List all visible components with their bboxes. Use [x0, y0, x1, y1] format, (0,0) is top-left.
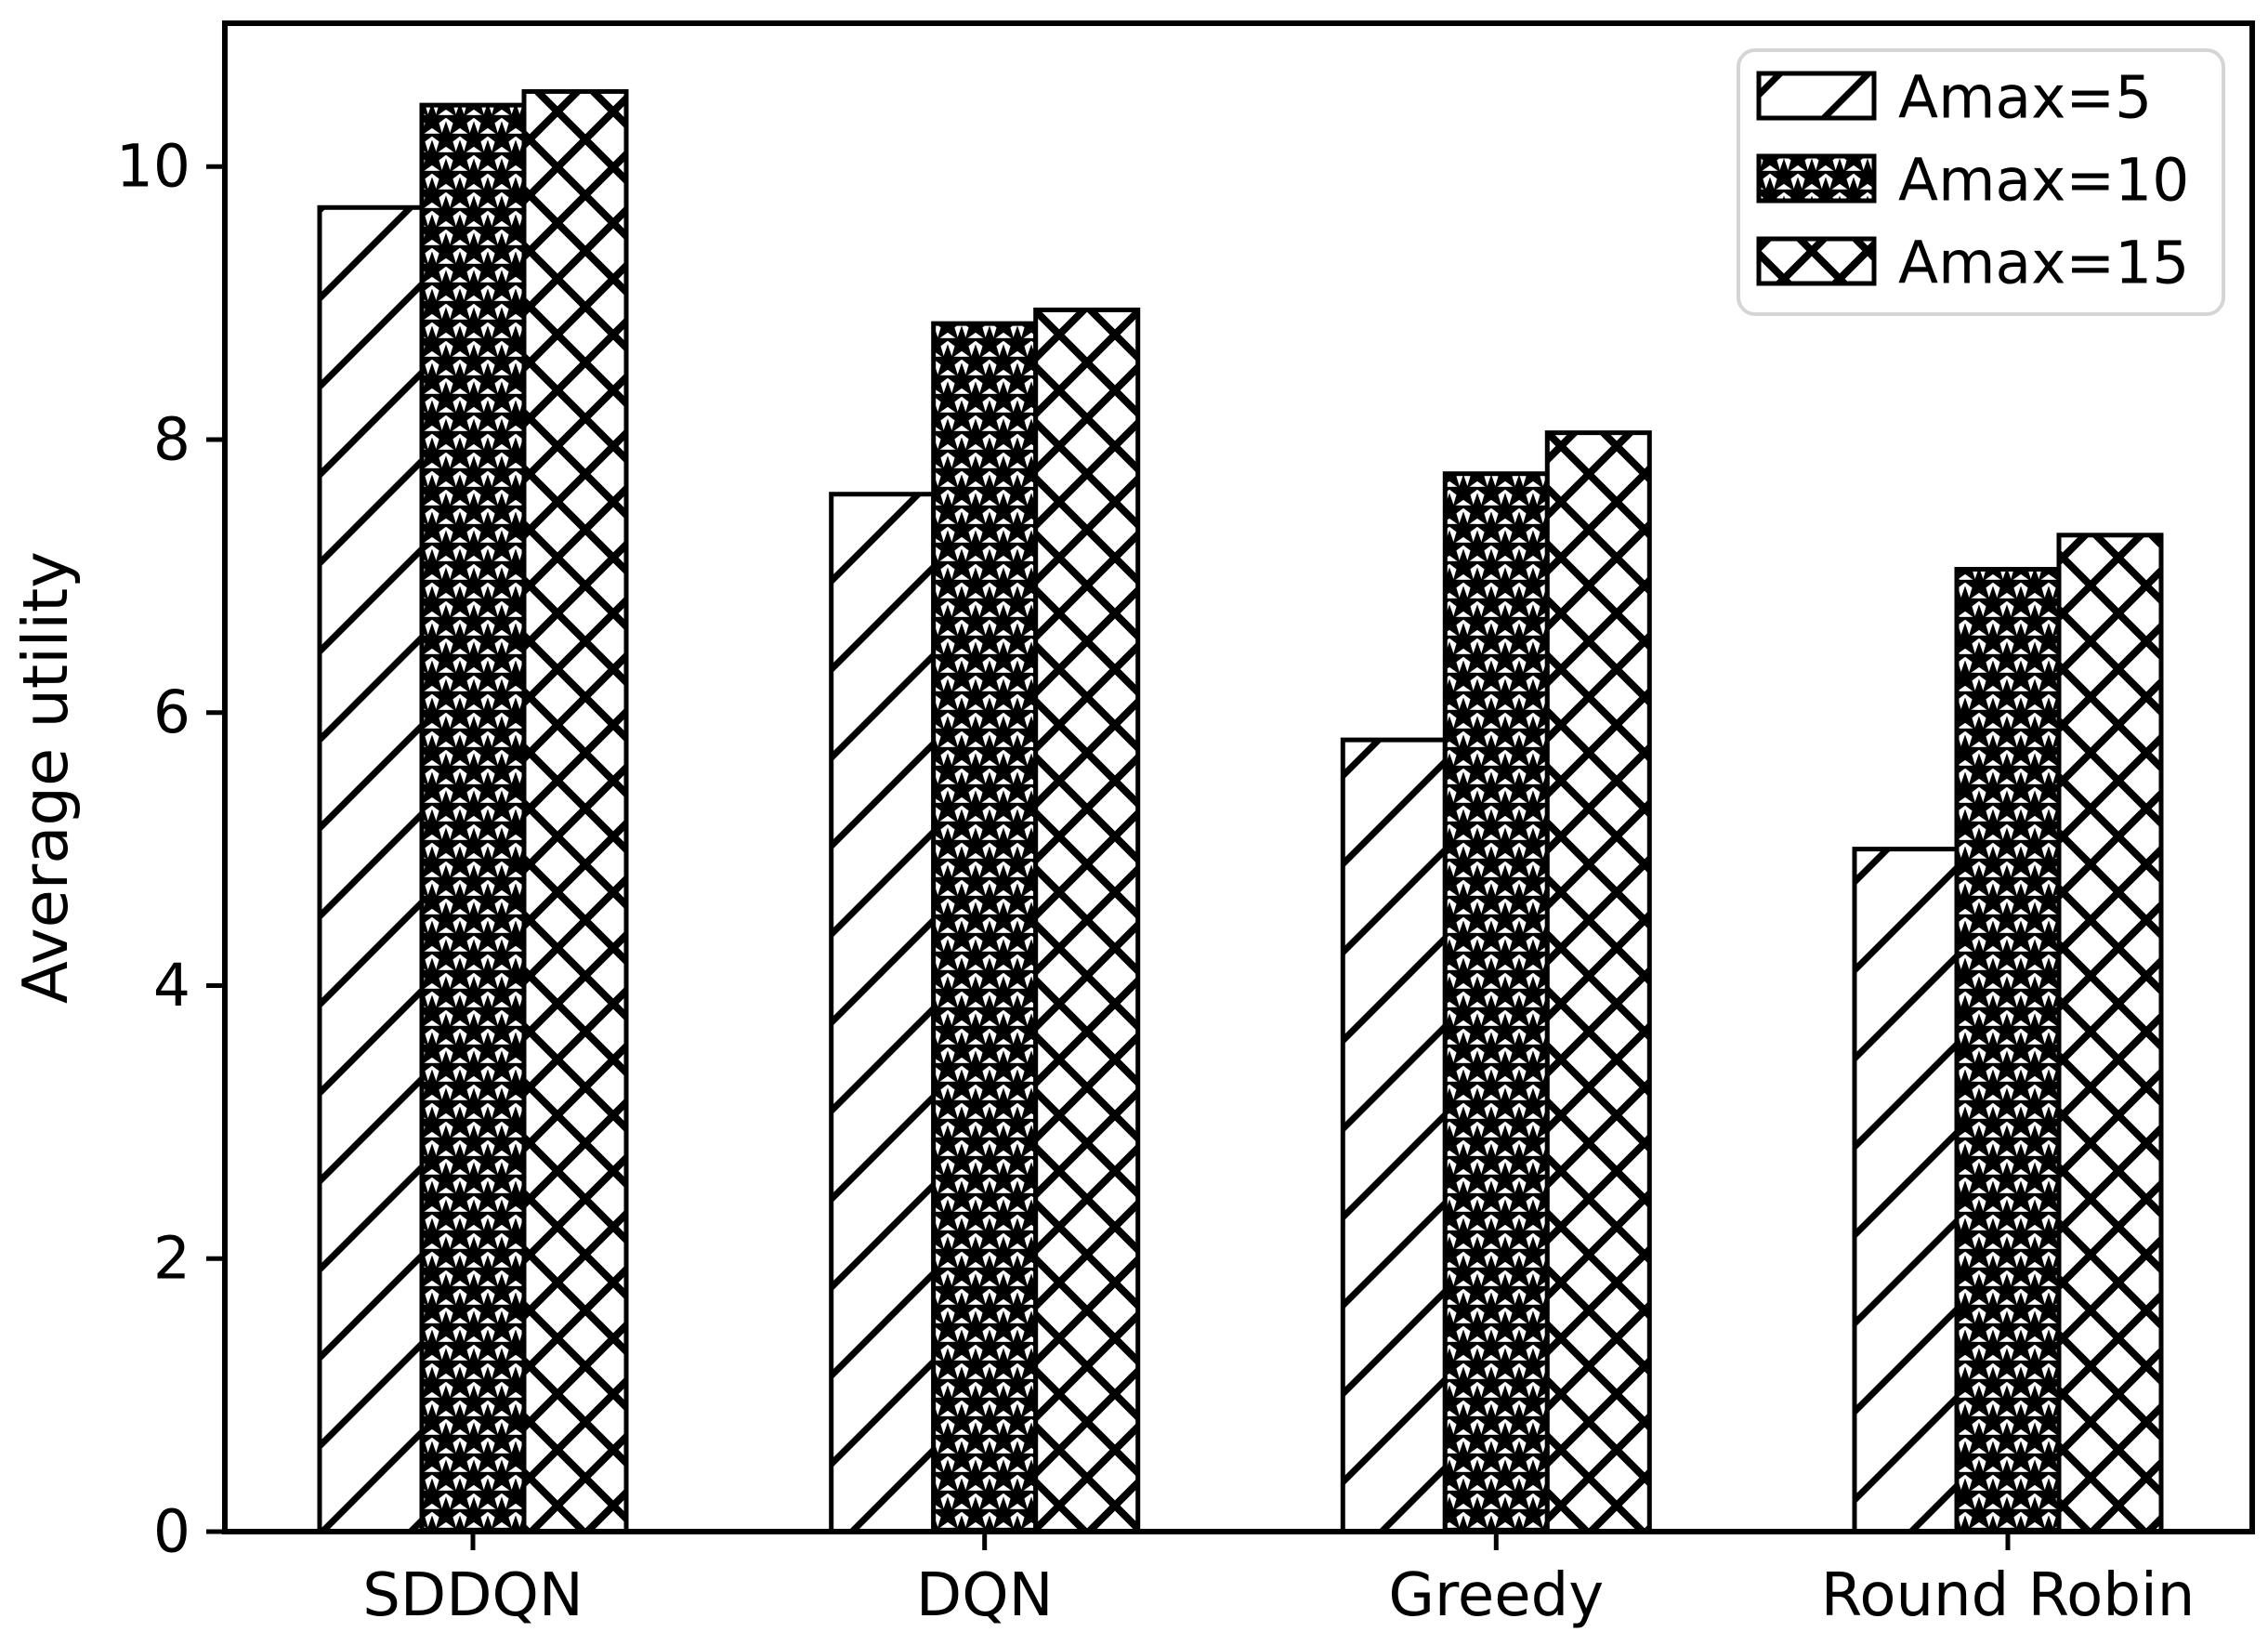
- bar-dqn-amax=5: [829, 492, 937, 1534]
- bar-sddqn-amax=10: [419, 102, 527, 1534]
- legend-item-amax=10: Amax=10: [1756, 147, 2189, 215]
- x-tick-label-round-robin: Round Robin: [1821, 1561, 2196, 1630]
- bar-greedy-amax=10: [1442, 471, 1550, 1534]
- plot-frame: [222, 20, 2255, 1534]
- y-tick-label: 6: [153, 678, 190, 746]
- bar-dqn-amax=10: [931, 321, 1039, 1534]
- bar-round-robin-amax=5: [1852, 847, 1960, 1534]
- y-axis-label: Average utility: [9, 551, 82, 1004]
- bar-round-robin-amax=15: [2056, 533, 2164, 1534]
- legend-label: Amax=15: [1898, 230, 2189, 297]
- bar-greedy-amax=5: [1340, 737, 1448, 1534]
- legend: Amax=5 Amax=10 Amax=15: [1737, 48, 2225, 316]
- bar-round-robin-amax=10: [1954, 567, 2062, 1534]
- legend-item-amax=15: Amax=15: [1756, 230, 2189, 297]
- y-tick-label: 2: [153, 1225, 190, 1293]
- bar-sddqn-amax=15: [521, 88, 629, 1534]
- legend-label: Amax=5: [1898, 64, 2152, 132]
- y-tick-label: 0: [153, 1498, 190, 1566]
- y-tick-label: 8: [153, 405, 190, 473]
- bar-sddqn-amax=5: [317, 204, 425, 1534]
- bar-greedy-amax=15: [1544, 430, 1652, 1534]
- legend-label: Amax=10: [1898, 147, 2189, 215]
- y-tick-label: 4: [153, 952, 190, 1020]
- y-tick-label: 10: [116, 133, 190, 201]
- x-tick-label-sddqn: SDDQN: [362, 1561, 583, 1630]
- legend-item-amax=5: Amax=5: [1756, 64, 2152, 132]
- x-tick-label-dqn: DQN: [916, 1561, 1054, 1630]
- bar-dqn-amax=15: [1033, 307, 1141, 1534]
- x-tick-label-greedy: Greedy: [1388, 1561, 1604, 1630]
